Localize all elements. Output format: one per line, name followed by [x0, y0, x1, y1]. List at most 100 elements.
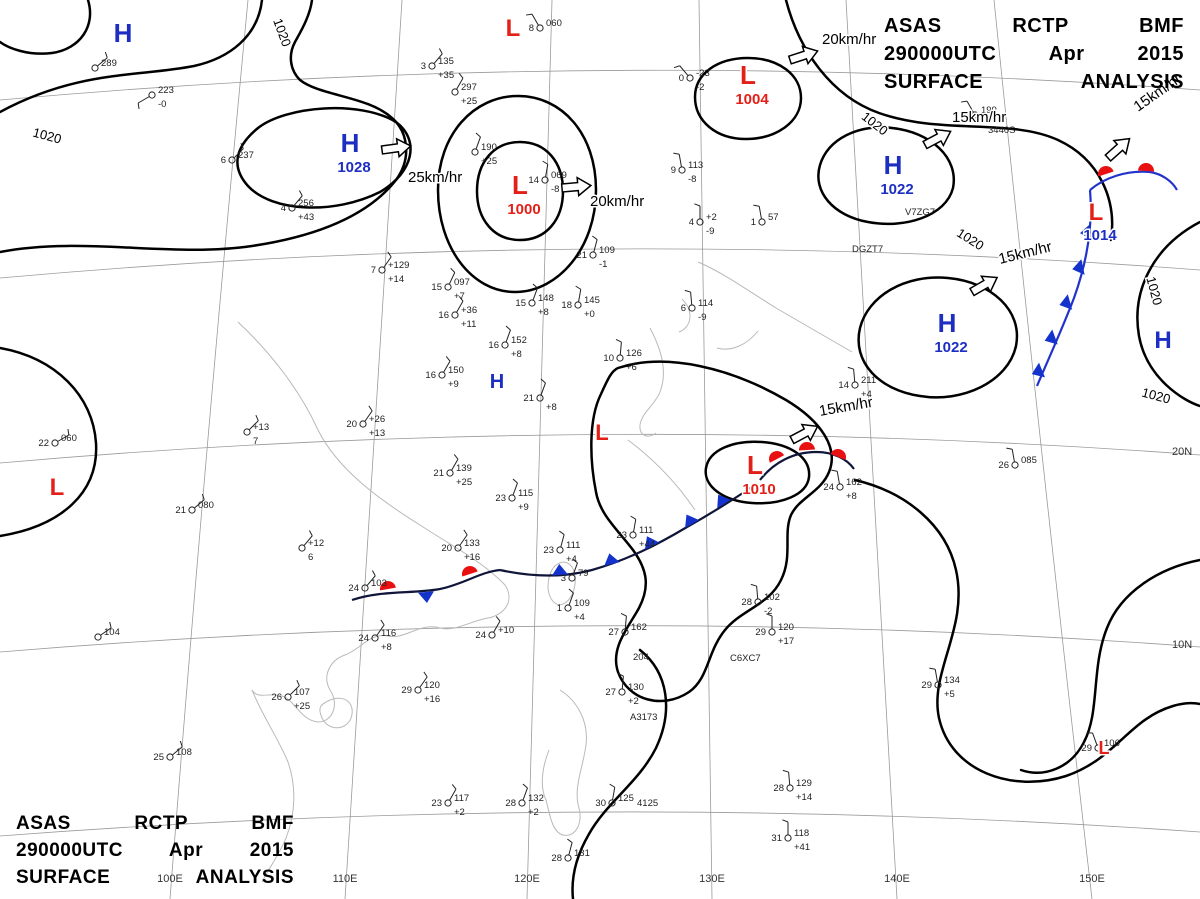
wind-barb — [1011, 449, 1015, 462]
isobar — [853, 478, 1200, 783]
station-callsign: C6XC7 — [730, 653, 761, 664]
pressure-center-letter: L — [1089, 199, 1104, 226]
wind-barb — [619, 342, 622, 355]
pressure-center-H: H — [112, 17, 134, 50]
station-left-value: 28 — [773, 783, 784, 794]
isobar — [784, 0, 1114, 242]
wind-barb-tick — [1006, 447, 1013, 450]
station-circle — [568, 574, 576, 582]
station-circle — [618, 688, 626, 696]
station-pressure-value: 117 — [454, 793, 469, 804]
station-tendency-value: +9 — [518, 502, 529, 513]
station-tendency-value: +2 — [454, 807, 465, 818]
wind-barb-tick — [505, 325, 511, 331]
station-pressure-value: 145 — [584, 295, 600, 306]
wind-barb — [532, 287, 538, 300]
cold-front-symbol — [644, 536, 660, 550]
pressure-center-letter: H — [938, 308, 957, 338]
title-line-type: SURFACE ANALYSIS — [16, 867, 294, 888]
wind-barb — [758, 206, 762, 219]
wind-barb — [172, 746, 183, 756]
station-pressure-value: 256 — [298, 198, 314, 209]
station-plot: 31 118 +41 — [771, 819, 810, 853]
station-circle — [536, 24, 544, 32]
cold-front-symbol — [1044, 329, 1058, 345]
coastline — [319, 697, 353, 729]
station-circle — [284, 693, 292, 701]
pressure-center-letter: H — [1154, 327, 1171, 354]
station-left-value: 15 — [431, 282, 442, 293]
station-circle — [188, 506, 196, 514]
station-plot: 18 145 +0 — [561, 285, 600, 320]
station-pressure-value: 125 — [618, 793, 634, 804]
longitude-label: 120E — [514, 873, 540, 885]
wind-barb-tick — [929, 667, 936, 670]
station-circle — [508, 494, 516, 502]
station-left-value: 24 — [475, 630, 486, 641]
wind-barb — [836, 471, 840, 484]
station-pressure-value: 130 — [628, 682, 644, 693]
cold-front-symbol — [418, 591, 434, 603]
coastline — [639, 327, 664, 437]
station-left-value: 10 — [603, 353, 614, 364]
station-circle — [556, 546, 564, 554]
wind-barb — [690, 292, 693, 305]
pressure-center-value: 1028 — [337, 159, 370, 176]
coastline — [627, 439, 696, 511]
station-plot: 21 +8 — [523, 378, 557, 413]
station-pressure-value: 120 — [424, 680, 440, 691]
station-left-value: 28 — [505, 798, 516, 809]
station-plot: 15 148 +8 — [515, 283, 554, 318]
wind-barb-tick — [568, 588, 574, 594]
station-pressure-value: 162 — [631, 622, 647, 633]
station-tendency-value: 6 — [308, 552, 313, 563]
pressure-center-letter: L — [506, 15, 521, 42]
station-circle — [166, 753, 174, 761]
graticule-line — [0, 433, 1200, 464]
station-circle — [243, 428, 251, 436]
station-tendency-value: +4 — [574, 612, 585, 623]
wind-barb-tick — [475, 132, 481, 138]
station-plot: 223-0 — [137, 85, 174, 110]
station-circle — [359, 420, 367, 428]
warm-front-symbol — [830, 449, 846, 460]
wind-barb — [568, 842, 573, 855]
station-tendency-value: +14 — [388, 274, 404, 285]
wind-barb-tick — [630, 515, 637, 520]
coastline — [716, 330, 759, 350]
station-plot: 0 -23 -2 — [673, 65, 710, 93]
station-circle — [91, 64, 99, 72]
station-left-value: 21 — [523, 393, 534, 404]
station-circle — [488, 631, 496, 639]
station-plot: 23 111 +4 — [543, 530, 580, 565]
movement-arrow-icon — [1104, 137, 1131, 163]
pressure-center-letter: L — [50, 474, 65, 501]
station-pressure-value: 126 — [626, 348, 642, 359]
wind-barb-tick — [572, 558, 578, 564]
pressure-center-letter: L — [595, 420, 608, 445]
wind-barb-tick — [540, 378, 546, 384]
movement-arrow-icon — [968, 275, 999, 297]
station-left-value: 7 — [371, 265, 376, 276]
cold-front-symbol — [685, 514, 699, 528]
station-left-value: 9 — [671, 165, 676, 176]
station-tendency-value: +25 — [461, 96, 477, 107]
isobar — [236, 107, 412, 209]
wind-barb-tick — [240, 142, 244, 149]
isobar-value-label: 1020 — [270, 16, 294, 48]
station-plot: 14 211 +4 — [838, 366, 876, 400]
title-line-product: ASAS RCTP BMF — [884, 15, 1184, 37]
station-tendency-value: +2 — [628, 696, 639, 707]
station-left-value: 25 — [153, 752, 164, 763]
station-pressure-value: +13 — [253, 422, 269, 433]
station-pressure-value: 199 — [981, 105, 997, 116]
isobar — [857, 276, 1019, 399]
station-circle — [451, 88, 459, 96]
longitude-label: 110E — [333, 873, 358, 885]
station-circle — [784, 834, 792, 842]
wind-barb — [568, 592, 574, 605]
station-circle — [298, 544, 306, 552]
